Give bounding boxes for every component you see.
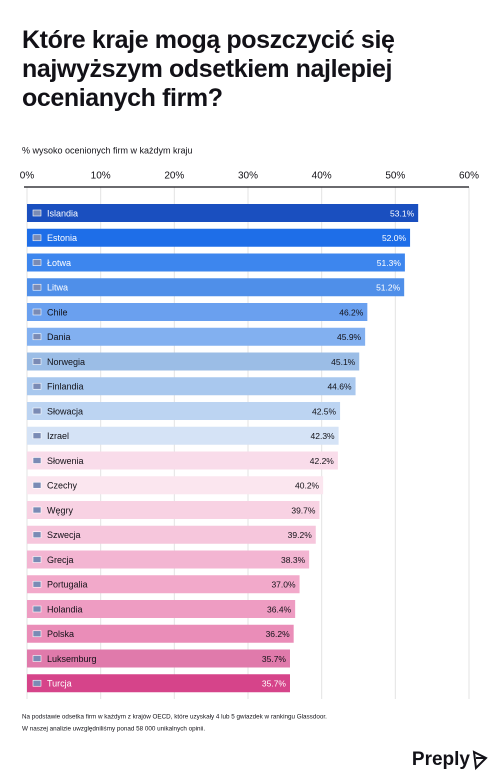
flag-icon [32, 506, 42, 514]
flag-icon [32, 358, 42, 365]
x-tick-label: 60% [459, 171, 479, 182]
value-label: 39.7% [291, 505, 316, 515]
bar [27, 402, 341, 420]
flag-icon [32, 382, 42, 390]
value-label: 44.6% [327, 382, 352, 392]
flag-icon [32, 679, 42, 687]
bar [27, 451, 338, 470]
bar [27, 624, 294, 643]
value-label: 45.1% [331, 357, 356, 367]
flag-icon [32, 432, 42, 440]
flag-icon [32, 308, 42, 316]
flag-icon [32, 457, 42, 464]
flag-icon [32, 481, 42, 489]
category-label: Dania [47, 332, 71, 342]
bar [27, 674, 290, 693]
flag-icon [32, 531, 42, 539]
bar [27, 600, 296, 618]
x-tick-label: 40% [312, 171, 332, 182]
value-label: 42.3% [311, 431, 336, 441]
bar [27, 501, 320, 519]
flag-icon [32, 630, 42, 638]
category-label: Norwegia [47, 357, 85, 367]
category-label: Szwecja [47, 530, 81, 540]
x-tick-label: 0% [20, 171, 35, 182]
value-label: 46.2% [339, 307, 364, 317]
bar [27, 228, 411, 247]
value-label: 42.2% [310, 456, 335, 466]
bar [27, 426, 339, 445]
category-label: Portugalia [47, 580, 88, 590]
category-label: Izrael [47, 431, 69, 441]
flag-icon [32, 283, 42, 291]
value-label: 36.4% [267, 604, 292, 614]
category-label: Estonia [47, 233, 77, 243]
category-label: Czechy [47, 481, 78, 491]
flag-icon [32, 556, 42, 563]
category-label: Słowenia [47, 456, 84, 466]
value-label: 51.2% [376, 283, 401, 293]
chart-title: Które kraje mogą poszczycić się najwyższ… [22, 26, 395, 112]
flag-icon [32, 655, 42, 662]
brand-logo: Preply [412, 749, 471, 770]
footnote: W naszej analizie uwzględniliśmy ponad 5… [22, 726, 205, 733]
x-tick-label: 10% [91, 171, 111, 182]
bar [27, 525, 316, 544]
value-label: 52.0% [382, 233, 407, 243]
bar [27, 649, 290, 668]
flag-icon [32, 605, 42, 613]
flag-icon [32, 209, 42, 217]
footnote: Na podstawie odsetka firm w każdym z kra… [22, 714, 327, 721]
brand-icon [472, 750, 488, 771]
bar [27, 550, 310, 569]
value-label: 37.0% [271, 580, 296, 590]
category-label: Islandia [47, 208, 78, 218]
bar [27, 278, 405, 297]
value-label: 39.2% [288, 530, 313, 540]
bar [27, 352, 360, 371]
value-label: 53.1% [390, 208, 415, 218]
bar [27, 377, 356, 396]
value-label: 51.3% [377, 258, 402, 268]
value-label: 36.2% [266, 629, 291, 639]
subtitle: % wysoko ocenionych firm w każdym kraju [22, 145, 193, 155]
category-label: Słowacja [47, 406, 83, 416]
flag-icon [32, 333, 42, 341]
value-label: 40.2% [295, 481, 320, 491]
category-label: Polska [47, 629, 74, 639]
category-label: Chile [47, 307, 68, 317]
category-label: Węgry [47, 505, 74, 515]
category-label: Turcja [47, 679, 72, 689]
bar [27, 476, 324, 495]
flag-icon [32, 234, 42, 242]
bar [27, 303, 368, 321]
x-tick-label: 30% [238, 171, 258, 182]
value-label: 35.7% [262, 679, 287, 689]
flag-icon [32, 407, 42, 415]
value-label: 42.5% [312, 406, 337, 416]
x-tick-label: 50% [385, 171, 405, 182]
bar [27, 327, 366, 346]
x-tick-label: 20% [164, 171, 184, 182]
category-label: Holandia [47, 604, 83, 614]
category-label: Grecja [47, 555, 74, 565]
flag-icon [32, 580, 42, 588]
value-label: 45.9% [337, 332, 362, 342]
flag-icon [32, 259, 42, 266]
bar [27, 253, 405, 272]
value-label: 38.3% [281, 555, 306, 565]
category-label: Łotwa [47, 258, 71, 268]
category-label: Litwa [47, 283, 68, 293]
value-label: 35.7% [262, 654, 287, 664]
bar [27, 575, 300, 594]
category-label: Luksemburg [47, 654, 97, 664]
category-label: Finlandia [47, 382, 84, 392]
bar [27, 204, 419, 222]
